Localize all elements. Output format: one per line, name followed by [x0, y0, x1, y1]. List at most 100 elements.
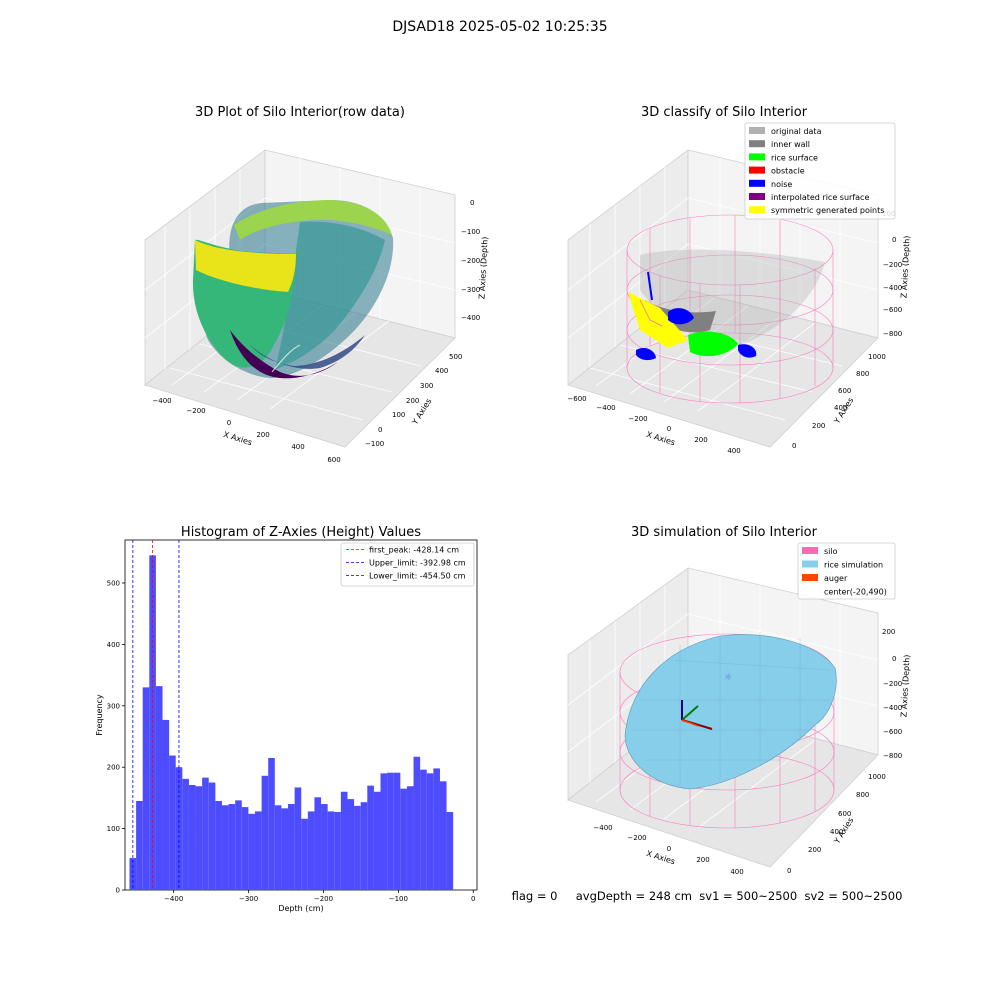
raw-z-tick: −100 — [461, 228, 480, 236]
histogram-y-tick-label: 300 — [107, 702, 120, 710]
histogram-bar — [387, 772, 394, 890]
histogram-y-tick-label: 100 — [107, 825, 120, 833]
histogram-legend-label: first_peak: -428.14 cm — [369, 546, 459, 555]
histogram-bar — [202, 777, 209, 890]
histogram-x-axis: −400 −300 −200 −100 0 — [164, 890, 475, 903]
histogram-bar — [413, 756, 421, 890]
raw-x-label: X Axies — [222, 430, 253, 447]
histogram-bar — [169, 755, 176, 890]
simulation-z-tick: −200 — [883, 680, 902, 688]
simulation-x-tick: −200 — [627, 834, 646, 842]
simulation-rice-surface: ☼ — [624, 632, 837, 790]
histogram-legend: first_peak: -428.14 cm Upper_limit: -392.… — [340, 542, 475, 587]
classify-z-label: Z Axies (Depth) — [899, 235, 911, 298]
simulation-y-tick: 800 — [856, 791, 869, 799]
simulation-legend-swatch — [802, 560, 818, 568]
simulation-y-tick: 1000 — [868, 773, 886, 781]
classify-legend-frame — [744, 122, 896, 220]
classify-legend: original data inner wall rice surface obsta… — [744, 122, 896, 220]
histogram-bar — [188, 785, 196, 890]
histogram-y-tick-label: 0 — [116, 887, 120, 895]
panel-histogram: Histogram of Z-Axies (Height) Values −40… — [95, 525, 478, 913]
raw-z-tick: −300 — [461, 286, 480, 294]
raw-x-tick: −400 — [152, 397, 171, 405]
histogram-bar — [288, 804, 295, 890]
simulation-legend-label: auger — [824, 574, 848, 583]
classify-legend-label: original data — [771, 127, 822, 136]
simulation-z-tick: −600 — [883, 728, 902, 736]
classify-z-tick: −400 — [883, 284, 902, 292]
simulation-z-tick: −800 — [883, 752, 902, 760]
classify-z-axis: 200 0 −200 −400 −600 −800 Z Axies (Depth… — [882, 210, 912, 338]
classify-legend-label: rice surface — [771, 153, 818, 162]
classify-y-tick: 0 — [792, 442, 796, 450]
simulation-z-axis: 200 0 −200 −400 −600 −800 Z Axies (Depth… — [882, 628, 912, 760]
histogram-bar — [380, 773, 388, 890]
panel-classify: 3D classify of Silo Interior — [567, 105, 912, 455]
raw-x-tick: −200 — [186, 407, 205, 415]
classify-legend-swatch — [749, 140, 765, 148]
raw-y-tick: 0 — [378, 426, 382, 434]
raw-y-tick: 100 — [392, 411, 405, 419]
raw-z-axis: 0 −100 −200 −300 −400 Z Axies (Depth) — [461, 199, 490, 322]
histogram-bar — [175, 767, 183, 890]
simulation-z-tick: 200 — [882, 628, 895, 636]
raw-z-tick: −400 — [461, 314, 480, 322]
classify-y-tick: 800 — [856, 370, 869, 378]
histogram-reference-lines — [132, 540, 180, 890]
classify-legend-swatch — [749, 153, 765, 161]
histogram-bar — [340, 791, 348, 890]
figure-suptitle: DJSAD18 2025-05-02 10:25:35 — [392, 19, 607, 35]
simulation-y-tick: 0 — [787, 867, 791, 875]
histogram-bar — [393, 772, 401, 890]
classify-legend-label: symmetric generated points — [771, 206, 884, 215]
histogram-bar — [274, 805, 282, 890]
histogram-bar — [373, 791, 381, 890]
histogram-y-tick-label: 400 — [107, 641, 120, 649]
raw-y-tick: 400 — [435, 367, 448, 375]
histogram-legend-label: Lower_limit: -454.50 cm — [369, 572, 466, 581]
classify-legend-label: inner wall — [771, 140, 810, 149]
simulation-x-tick: 200 — [696, 856, 709, 864]
simulation-legend-swatch — [802, 547, 818, 554]
classify-y-tick: 1000 — [868, 353, 886, 361]
histogram-bar — [426, 773, 434, 890]
simulation-x-tick: −400 — [593, 824, 612, 832]
histogram-bar — [281, 808, 289, 890]
histogram-bar — [195, 786, 203, 890]
histogram-bar — [155, 686, 163, 890]
histogram-bar — [307, 811, 315, 890]
raw-x-tick: 200 — [256, 431, 269, 439]
raw-z-tick: −200 — [461, 257, 480, 265]
histogram-bar — [334, 812, 341, 890]
raw-y-tick: −100 — [365, 440, 384, 448]
histogram-bar — [294, 787, 302, 890]
simulation-legend-frame — [797, 542, 896, 600]
histogram-bar — [136, 800, 143, 890]
histogram-bars — [129, 555, 454, 890]
classify-legend-swatch — [749, 166, 765, 174]
classify-legend-swatch — [749, 179, 765, 187]
histogram-bar — [261, 775, 269, 890]
classify-x-tick: −200 — [628, 415, 647, 423]
histogram-bar — [347, 799, 355, 890]
simulation-x-label: X Axies — [645, 849, 676, 866]
histogram-y-tick-label: 200 — [107, 764, 120, 772]
simulation-legend-swatch — [802, 574, 818, 581]
classify-x-label: X Axies — [645, 430, 676, 447]
histogram-bar — [142, 687, 150, 890]
raw-y-tick: 500 — [449, 353, 462, 361]
classify-x-tick: 0 — [667, 425, 671, 433]
classify-legend-swatch — [749, 206, 765, 214]
raw-z-tick: 0 — [470, 199, 474, 207]
raw-x-tick: 400 — [291, 443, 304, 451]
histogram-bar — [406, 786, 414, 890]
histogram-title: Histogram of Z-Axies (Height) Values — [181, 525, 421, 540]
classify-legend-swatch — [749, 193, 765, 200]
simulation-x-tick: 400 — [730, 868, 743, 876]
histogram-y-label: Frequency — [95, 694, 104, 736]
histogram-bar — [221, 805, 229, 890]
histogram-bar — [367, 785, 374, 890]
histogram-bar — [235, 800, 242, 890]
